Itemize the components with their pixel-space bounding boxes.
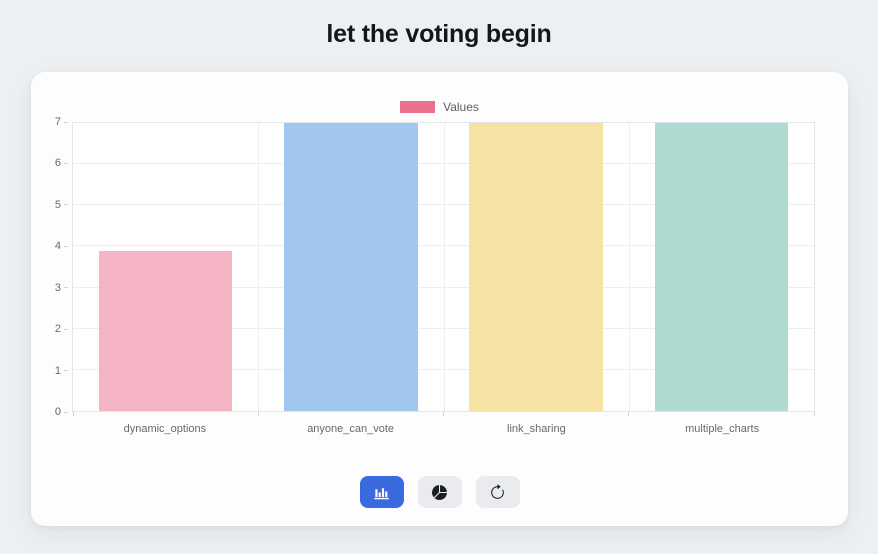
refresh-icon	[491, 483, 504, 499]
gridline-vertical	[443, 123, 445, 411]
bar-multiple_charts[interactable]	[654, 123, 789, 411]
y-axis-tick-label: 2	[55, 322, 68, 336]
legend-label: Values	[443, 100, 479, 114]
y-axis-labels: 0 1 2 3 4 5 6 7	[31, 116, 68, 418]
y-axis-tick-label: 0	[55, 405, 68, 419]
x-axis-tick	[72, 412, 74, 416]
y-axis-tick-label: 1	[55, 364, 68, 378]
refresh-button[interactable]	[475, 476, 520, 508]
page-title: let the voting begin	[326, 20, 552, 48]
x-axis-label-anyone_can_vote: anyone_can_vote	[307, 423, 395, 435]
x-axis-label-multiple_charts: multiple_charts	[685, 423, 760, 435]
bar-chart-icon	[374, 487, 389, 499]
x-axis-label-link_sharing: link_sharing	[507, 423, 566, 435]
x-axis-label-dynamic_options: dynamic_options	[123, 423, 207, 435]
chart-toolbar	[31, 476, 848, 508]
pie-chart-button[interactable]	[417, 476, 462, 508]
x-axis-labels: dynamic_options anyone_can_vote link_shari…	[72, 423, 815, 435]
bar-dynamic_options[interactable]	[98, 250, 233, 411]
chart-card: Values 0 1 2 3 4 5 6 7 dynamic_options anyone_ca…	[31, 72, 848, 526]
gridline-vertical	[258, 123, 260, 411]
pie-chart-icon	[432, 484, 447, 500]
y-axis-tick-label: 3	[55, 281, 68, 295]
y-axis-tick-label: 7	[55, 115, 68, 129]
bar-chart-button[interactable]	[359, 476, 404, 508]
x-axis-tick	[628, 412, 630, 416]
chart-legend-item[interactable]: Values	[31, 100, 848, 114]
y-axis-tick-label: 4	[55, 239, 68, 253]
gridline-vertical	[628, 123, 630, 411]
legend-swatch	[400, 101, 436, 113]
bar-link_sharing[interactable]	[469, 123, 603, 411]
x-axis-tick	[443, 412, 444, 416]
x-axis-tick	[813, 412, 815, 416]
y-axis-tick-label: 5	[55, 198, 68, 212]
bar-anyone_can_vote[interactable]	[284, 123, 418, 411]
x-axis-tick	[257, 412, 259, 416]
y-axis-tick-label: 6	[55, 156, 68, 170]
plot-area	[72, 122, 815, 416]
